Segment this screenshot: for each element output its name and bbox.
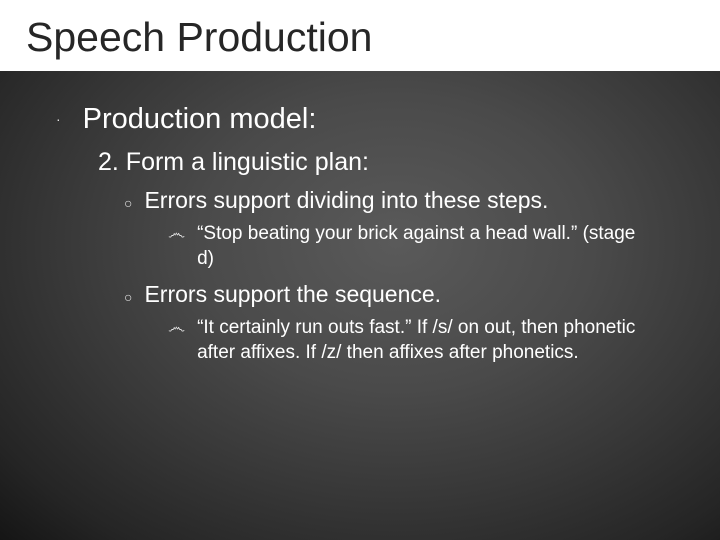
- level4a-text: “Stop beating your brick against a head …: [197, 222, 650, 271]
- circle-icon: ○: [124, 195, 132, 211]
- level1-text: Production model:: [83, 103, 317, 136]
- slide-content: · Production model: 2. Form a linguistic…: [0, 71, 720, 366]
- level2-text: 2. Form a linguistic plan:: [98, 148, 369, 176]
- bullet-level4b: ෴ “It certainly run outs fast.” If /s/ o…: [168, 316, 680, 365]
- swirl-icon: ෴: [168, 317, 185, 338]
- level3a-text: Errors support dividing into these steps…: [144, 187, 548, 214]
- bullet-level4a: ෴ “Stop beating your brick against a hea…: [168, 222, 680, 271]
- dot-icon: ·: [56, 112, 61, 126]
- swirl-icon: ෴: [168, 223, 185, 244]
- bullet-level3a: ○ Errors support dividing into these ste…: [124, 187, 680, 214]
- bullet-level3b: ○ Errors support the sequence.: [124, 281, 680, 308]
- bullet-level2: 2. Form a linguistic plan:: [98, 148, 680, 177]
- level4b-text: “It certainly run outs fast.” If /s/ on …: [197, 316, 650, 365]
- level3b-text: Errors support the sequence.: [144, 281, 441, 308]
- title-box: Speech Production: [0, 0, 720, 71]
- bullet-level1: · Production model:: [56, 103, 680, 136]
- slide-title: Speech Production: [26, 14, 700, 61]
- circle-icon: ○: [124, 289, 132, 305]
